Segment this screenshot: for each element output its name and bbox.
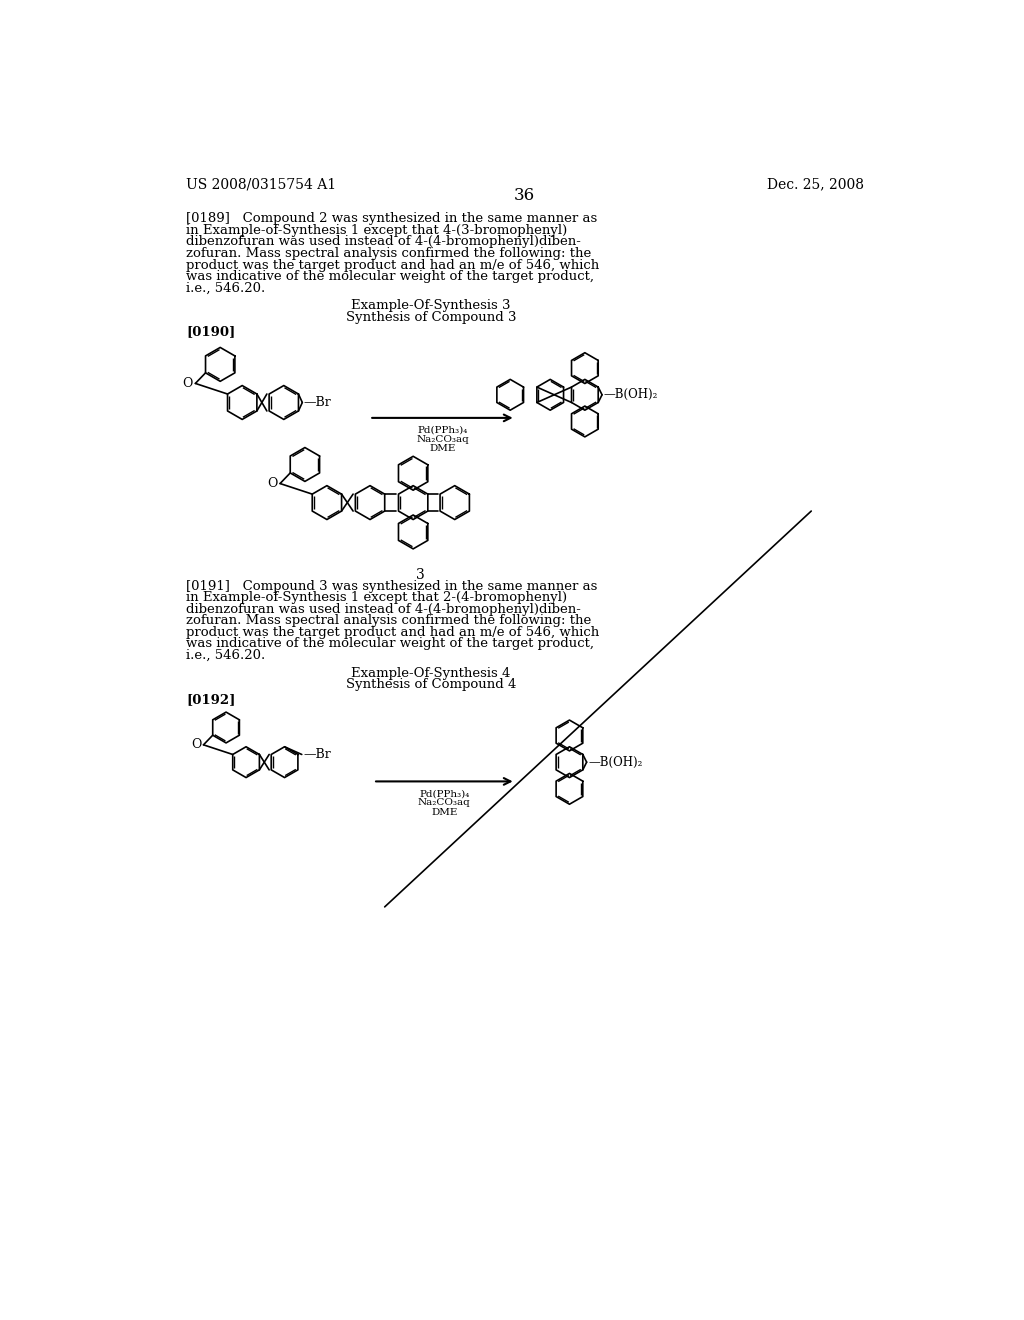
Text: in Example-of-Synthesis 1 except that 2-(4-bromophenyl): in Example-of-Synthesis 1 except that 2-… [186,591,567,605]
Text: Example-Of-Synthesis 4: Example-Of-Synthesis 4 [351,667,511,680]
Text: i.e., 546.20.: i.e., 546.20. [186,649,265,661]
Text: Pd(PPh₃)₄: Pd(PPh₃)₄ [419,789,470,799]
Text: 3: 3 [417,568,425,582]
Text: Synthesis of Compound 4: Synthesis of Compound 4 [346,678,516,692]
Text: i.e., 546.20.: i.e., 546.20. [186,281,265,294]
Text: O: O [267,477,278,490]
Text: Synthesis of Compound 3: Synthesis of Compound 3 [346,312,516,323]
Text: 36: 36 [514,187,536,203]
Text: was indicative of the molecular weight of the target product,: was indicative of the molecular weight o… [186,638,594,651]
Text: O: O [182,378,194,389]
Text: —B(OH)₂: —B(OH)₂ [603,388,658,401]
Text: in Example-of-Synthesis 1 except that 4-(3-bromophenyl): in Example-of-Synthesis 1 except that 4-… [186,224,567,236]
Text: O: O [190,738,201,751]
Text: was indicative of the molecular weight of the target product,: was indicative of the molecular weight o… [186,271,594,282]
Text: —B(OH)₂: —B(OH)₂ [588,755,643,768]
Text: Example-Of-Synthesis 3: Example-Of-Synthesis 3 [351,300,511,313]
Text: Na₂CO₃aq: Na₂CO₃aq [416,434,469,444]
Text: zofuran. Mass spectral analysis confirmed the following: the: zofuran. Mass spectral analysis confirme… [186,614,591,627]
Text: Na₂CO₃aq: Na₂CO₃aq [418,799,471,808]
Text: dibenzofuran was used instead of 4-(4-bromophenyl)diben-: dibenzofuran was used instead of 4-(4-br… [186,603,581,615]
Text: DME: DME [431,808,458,817]
Text: —Br: —Br [303,748,331,760]
Text: product was the target product and had an m/e of 546, which: product was the target product and had a… [186,626,599,639]
Text: [0191]   Compound 3 was synthesized in the same manner as: [0191] Compound 3 was synthesized in the… [186,579,597,593]
Text: Pd(PPh₃)₄: Pd(PPh₃)₄ [417,425,468,434]
Text: DME: DME [429,444,456,453]
Text: [0192]: [0192] [186,693,236,706]
Text: Dec. 25, 2008: Dec. 25, 2008 [767,178,863,191]
Text: —Br: —Br [304,396,332,409]
Text: [0189]   Compound 2 was synthesized in the same manner as: [0189] Compound 2 was synthesized in the… [186,213,597,226]
Text: [0190]: [0190] [186,326,236,338]
Text: product was the target product and had an m/e of 546, which: product was the target product and had a… [186,259,599,272]
Text: dibenzofuran was used instead of 4-(4-bromophenyl)diben-: dibenzofuran was used instead of 4-(4-br… [186,235,581,248]
Text: US 2008/0315754 A1: US 2008/0315754 A1 [186,178,336,191]
Text: zofuran. Mass spectral analysis confirmed the following: the: zofuran. Mass spectral analysis confirme… [186,247,591,260]
